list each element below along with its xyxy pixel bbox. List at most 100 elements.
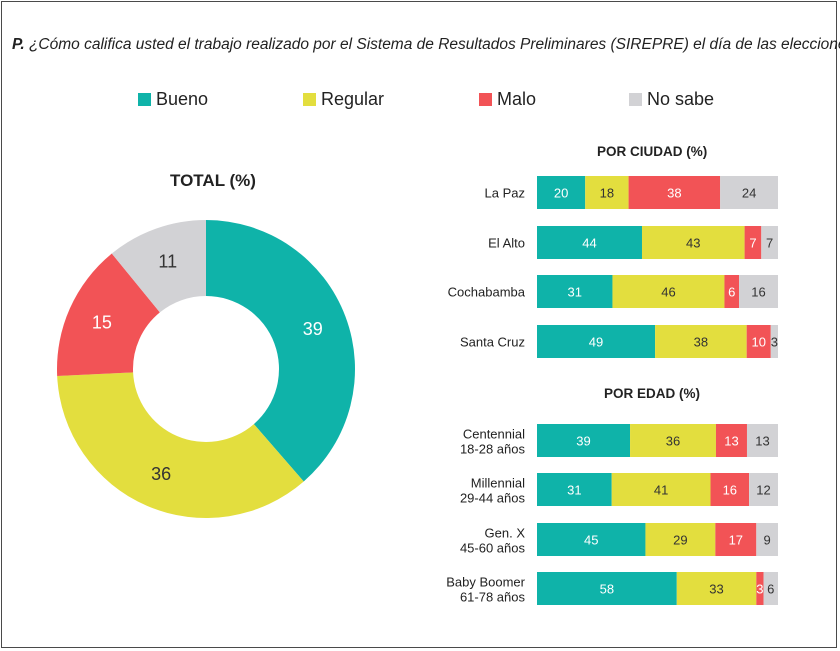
city-value-cochabamba-bueno: 31 — [567, 285, 581, 300]
age-label-baby-boomer-line2: 61-78 años — [460, 590, 526, 605]
legend-swatch-bueno — [138, 93, 151, 106]
age-value-baby-boomer-bueno: 58 — [600, 582, 614, 597]
legend-swatch-malo — [479, 93, 492, 106]
age-bar-millennial-malo — [710, 473, 750, 506]
city-value-el-alto-malo: 7 — [749, 236, 756, 251]
age-value-centennial-malo: 13 — [724, 434, 738, 449]
city-value-cochabamba-malo: 6 — [728, 285, 735, 300]
age-bar-gen-x-malo — [715, 523, 757, 556]
age-label-millennial-line1: Millennial — [471, 476, 525, 491]
city-bar-cochabamba-bueno — [537, 275, 613, 308]
city-bar-la-paz-nosabe — [720, 176, 778, 209]
legend-item-nosabe: No sabe — [629, 89, 714, 110]
city-value-el-alto-nosabe: 7 — [766, 236, 773, 251]
age-bar-gen-x-regular — [645, 523, 716, 556]
city-value-la-paz-malo: 38 — [667, 186, 681, 201]
city-value-santa-cruz-malo: 10 — [751, 335, 765, 350]
city-value-el-alto-regular: 43 — [686, 236, 700, 251]
city-label-santa-cruz: Santa Cruz — [460, 335, 525, 350]
age-value-gen-x-regular: 29 — [673, 533, 687, 548]
city-chart-title: POR CIUDAD (%) — [597, 144, 708, 159]
donut-label-malo: 15 — [92, 313, 112, 333]
age-value-millennial-bueno: 31 — [567, 483, 581, 498]
age-bar-millennial-nosabe — [749, 473, 778, 506]
age-label-centennial-line1: Centennial — [463, 427, 525, 442]
city-bar-santa-cruz-malo — [746, 325, 771, 358]
city-bar-cochabamba-nosabe — [739, 275, 778, 308]
age-value-baby-boomer-malo: 3 — [756, 582, 763, 597]
city-label-la-paz: La Paz — [485, 186, 525, 201]
legend: Bueno Regular Malo No sabe — [0, 89, 840, 113]
legend-label-malo: Malo — [497, 89, 537, 109]
city-value-cochabamba-nosabe: 16 — [751, 285, 765, 300]
age-value-gen-x-bueno: 45 — [584, 533, 598, 548]
age-bar-centennial-bueno — [537, 424, 631, 457]
legend-label-regular: Regular — [321, 89, 385, 109]
age-label-gen-x-line1: Gen. X — [485, 526, 526, 541]
age-bar-centennial-malo — [715, 424, 747, 457]
question-prefix: P. — [12, 36, 25, 53]
city-value-el-alto-bueno: 44 — [582, 236, 596, 251]
legend-item-bueno: Bueno — [138, 89, 208, 110]
age-label-millennial-line2: 29-44 años — [460, 491, 526, 506]
age-bar-centennial-nosabe — [746, 424, 778, 457]
age-bar-baby-boomer-regular — [676, 572, 757, 605]
age-chart-title: POR EDAD (%) — [604, 386, 701, 401]
donut-slice-bueno — [206, 220, 356, 482]
age-value-baby-boomer-regular: 33 — [709, 582, 723, 597]
age-value-baby-boomer-nosabe: 6 — [767, 582, 774, 597]
age-bar-millennial-bueno — [537, 473, 612, 506]
city-value-la-paz-nosabe: 24 — [742, 186, 756, 201]
age-value-millennial-malo: 16 — [723, 483, 737, 498]
age-value-centennial-regular: 36 — [666, 434, 680, 449]
legend-item-malo: Malo — [479, 89, 536, 110]
donut-slice-regular — [57, 372, 304, 519]
city-value-la-paz-bueno: 20 — [554, 186, 568, 201]
age-label-centennial-line2: 18-28 años — [460, 442, 526, 457]
legend-item-regular: Regular — [303, 89, 384, 110]
donut-slice-nosabe — [111, 220, 206, 313]
age-label-gen-x-line2: 45-60 años — [460, 541, 526, 556]
age-value-gen-x-nosabe: 9 — [764, 533, 771, 548]
city-bar-el-alto-malo — [744, 226, 762, 259]
question-text: ¿Cómo califica usted el trabajo realizad… — [28, 36, 840, 53]
city-value-la-paz-regular: 18 — [600, 186, 614, 201]
city-bar-el-alto-nosabe — [761, 226, 778, 259]
age-bar-millennial-regular — [611, 473, 711, 506]
legend-label-nosabe: No sabe — [647, 89, 715, 109]
donut-label-bueno: 39 — [303, 319, 323, 339]
age-value-gen-x-malo: 17 — [729, 533, 743, 548]
donut-slice-malo — [57, 253, 160, 376]
city-bar-santa-cruz-regular — [655, 325, 747, 358]
age-value-centennial-nosabe: 13 — [755, 434, 769, 449]
city-bar-santa-cruz-bueno — [537, 325, 656, 358]
city-label-el-alto: El Alto — [488, 236, 525, 251]
survey-question: P. ¿Cómo califica usted el trabajo reali… — [12, 36, 840, 54]
donut-label-nosabe: 11 — [158, 252, 177, 272]
age-bar-baby-boomer-nosabe — [763, 572, 778, 605]
age-bar-gen-x-bueno — [537, 523, 646, 556]
city-bar-la-paz-regular — [585, 176, 629, 209]
legend-label-bueno: Bueno — [156, 89, 209, 109]
age-label-baby-boomer-line1: Baby Boomer — [446, 575, 525, 590]
legend-swatch-nosabe — [629, 93, 642, 106]
city-value-santa-cruz-bueno: 49 — [589, 335, 603, 350]
city-bar-cochabamba-malo — [724, 275, 740, 308]
city-bar-santa-cruz-nosabe — [770, 325, 778, 358]
city-value-santa-cruz-nosabe: 3 — [771, 335, 778, 350]
city-bar-cochabamba-regular — [612, 275, 725, 308]
age-value-centennial-bueno: 39 — [576, 434, 590, 449]
age-value-millennial-regular: 41 — [654, 483, 668, 498]
city-value-santa-cruz-regular: 38 — [694, 335, 708, 350]
age-value-millennial-nosabe: 12 — [756, 483, 770, 498]
city-value-cochabamba-regular: 46 — [661, 285, 675, 300]
legend-swatch-regular — [303, 93, 316, 106]
city-bar-el-alto-regular — [641, 226, 745, 259]
age-bar-gen-x-nosabe — [756, 523, 778, 556]
city-bar-el-alto-bueno — [537, 226, 642, 259]
city-label-cochabamba: Cochabamba — [448, 285, 526, 300]
donut-label-regular: 36 — [151, 464, 171, 484]
age-bar-baby-boomer-malo — [756, 572, 764, 605]
